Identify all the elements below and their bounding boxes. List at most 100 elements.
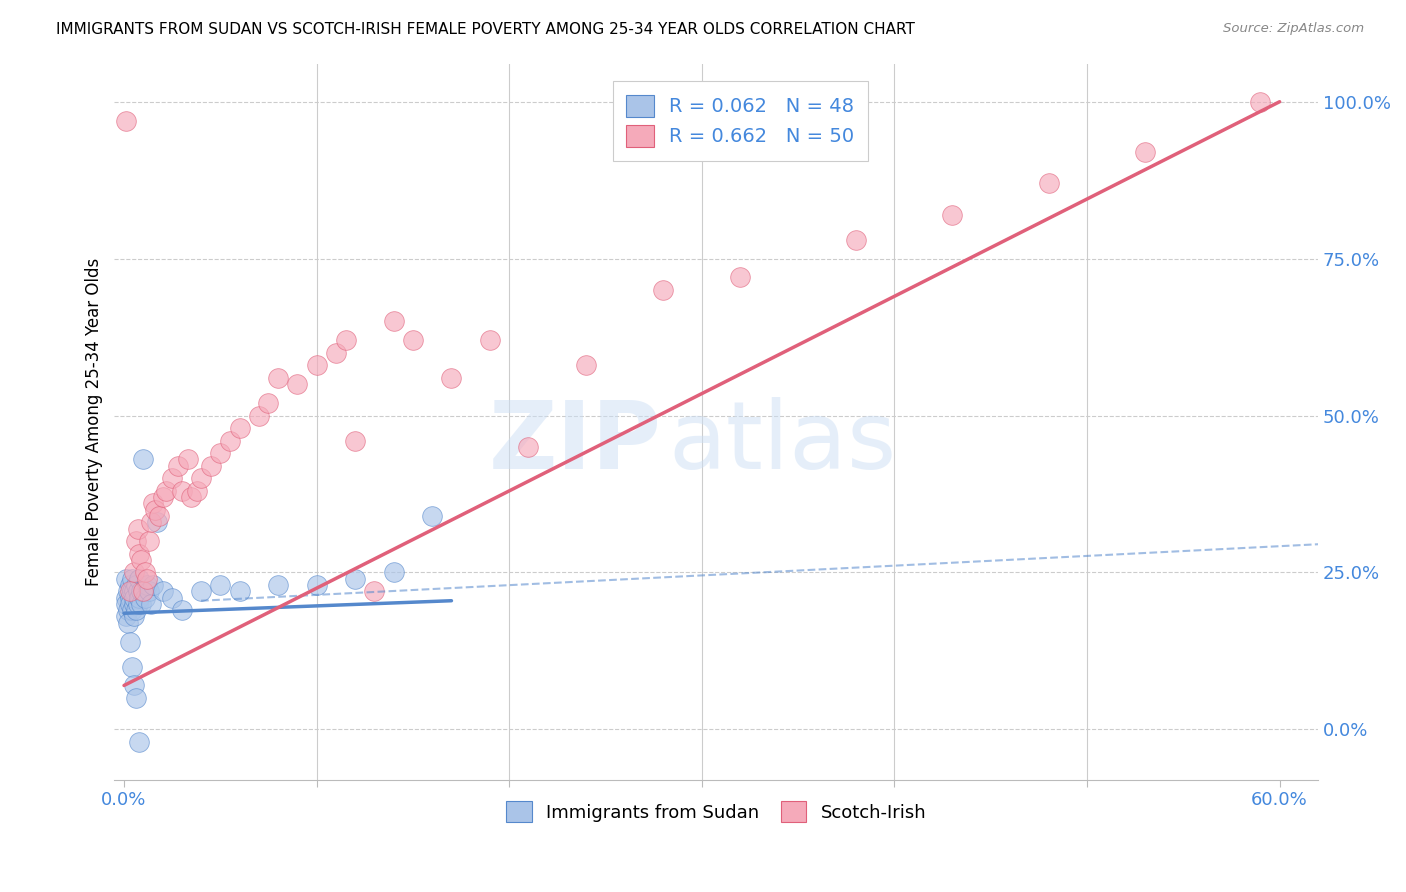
Point [575, 359, 598, 373]
Point [167, 458, 190, 473]
Point [138, 534, 160, 549]
Point [209, 446, 232, 460]
Text: ZIP: ZIP [489, 397, 662, 490]
Point [228, 584, 250, 599]
Point [190, 584, 212, 599]
Point [170, 603, 193, 617]
Point [152, 584, 174, 599]
Point [118, 597, 141, 611]
Point [136, 578, 159, 592]
Text: IMMIGRANTS FROM SUDAN VS SCOTCH-IRISH FEMALE POVERTY AMONG 25-34 YEAR OLDS CORRE: IMMIGRANTS FROM SUDAN VS SCOTCH-IRISH FE… [56, 22, 915, 37]
Point [1038, 177, 1060, 191]
Point [1133, 145, 1156, 159]
Point [122, 678, 145, 692]
Point [115, 609, 138, 624]
Point [121, 572, 143, 586]
Point [131, 597, 153, 611]
Point [155, 483, 177, 498]
Point [160, 471, 183, 485]
Point [257, 396, 280, 410]
Point [132, 452, 155, 467]
Point [228, 421, 250, 435]
Point [247, 409, 270, 423]
Point [115, 591, 138, 605]
Point [146, 515, 169, 529]
Text: atlas: atlas [668, 397, 897, 490]
Point [845, 233, 868, 247]
Point [132, 584, 155, 599]
Point [267, 578, 290, 592]
Point [139, 515, 162, 529]
Legend: Immigrants from Sudan, Scotch-Irish: Immigrants from Sudan, Scotch-Irish [494, 789, 939, 835]
Point [115, 572, 138, 586]
Point [122, 591, 145, 605]
Point [478, 333, 501, 347]
Point [131, 553, 153, 567]
Point [420, 508, 443, 523]
Point [402, 333, 425, 347]
Point [344, 434, 367, 448]
Point [127, 522, 149, 536]
Point [118, 591, 141, 605]
Point [305, 359, 328, 373]
Point [122, 597, 145, 611]
Point [127, 584, 149, 599]
Point [118, 578, 141, 592]
Point [122, 584, 145, 599]
Point [124, 691, 146, 706]
Point [142, 578, 165, 592]
Y-axis label: Female Poverty Among 25-34 Year Olds: Female Poverty Among 25-34 Year Olds [86, 258, 103, 586]
Point [440, 371, 463, 385]
Point [128, 735, 150, 749]
Point [142, 496, 165, 510]
Point [941, 208, 963, 222]
Point [219, 434, 242, 448]
Point [138, 584, 160, 599]
Point [176, 452, 198, 467]
Point [117, 615, 139, 630]
Point [139, 597, 162, 611]
Point [118, 634, 141, 648]
Point [127, 597, 149, 611]
Point [152, 490, 174, 504]
Point [134, 591, 156, 605]
Point [170, 483, 193, 498]
Point [128, 547, 150, 561]
Point [115, 113, 138, 128]
Point [1249, 95, 1271, 109]
Point [344, 572, 367, 586]
Point [117, 603, 139, 617]
Point [382, 566, 405, 580]
Point [200, 458, 222, 473]
Point [190, 471, 212, 485]
Point [180, 490, 202, 504]
Point [121, 659, 143, 673]
Point [160, 591, 183, 605]
Point [128, 572, 150, 586]
Point [382, 314, 405, 328]
Point [305, 578, 328, 592]
Point [121, 603, 143, 617]
Point [134, 566, 156, 580]
Point [136, 572, 159, 586]
Point [325, 346, 347, 360]
Point [124, 603, 146, 617]
Point [117, 584, 139, 599]
Point [209, 578, 232, 592]
Point [363, 584, 385, 599]
Point [122, 566, 145, 580]
Point [267, 371, 290, 385]
Point [335, 333, 357, 347]
Point [131, 584, 153, 599]
Point [652, 283, 675, 297]
Point [124, 534, 146, 549]
Point [122, 609, 145, 624]
Point [186, 483, 208, 498]
Point [128, 591, 150, 605]
Point [517, 440, 540, 454]
Text: Source: ZipAtlas.com: Source: ZipAtlas.com [1223, 22, 1364, 36]
Point [118, 584, 141, 599]
Point [287, 377, 309, 392]
Point [730, 270, 752, 285]
Point [115, 597, 138, 611]
